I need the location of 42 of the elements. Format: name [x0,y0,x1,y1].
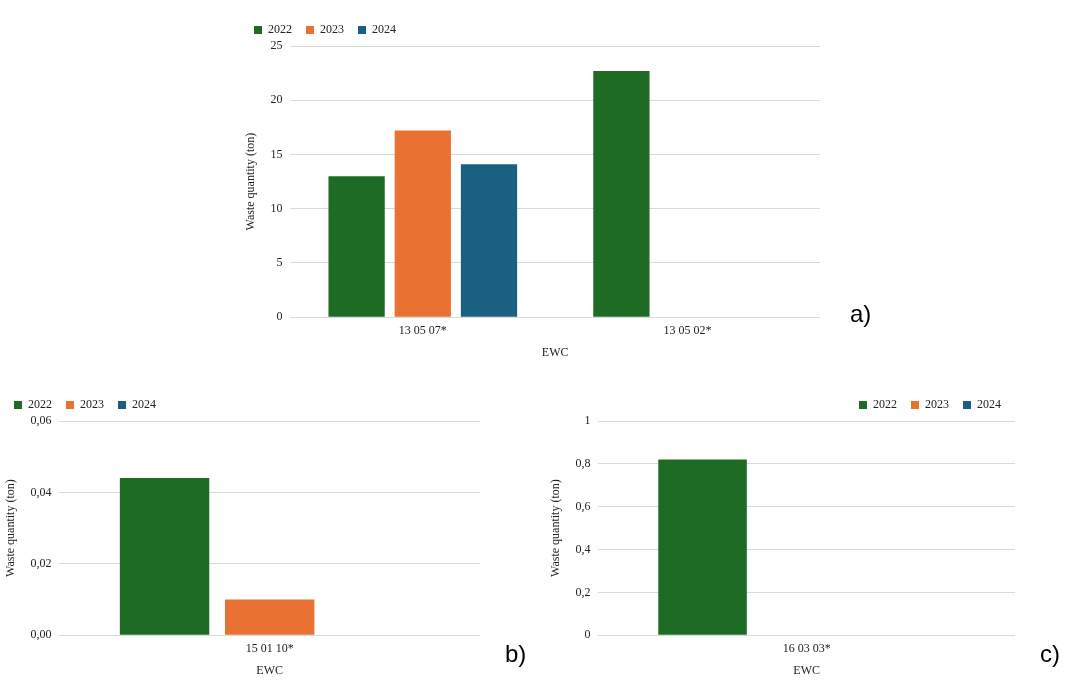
y-tick-label: 0,04 [30,484,52,499]
y-tick-label: 10 [270,200,283,215]
y-axis-title: Waste quantity (ton) [243,132,258,231]
x-axis-title: EWC [256,662,284,677]
legend-label: 2022 [268,22,292,37]
legend-label: 2023 [80,397,104,412]
text: a) [850,300,872,328]
text: c) [1040,640,1060,668]
y-tick-label: 0,2 [575,584,591,599]
legend-label: 2023 [320,22,344,37]
y-tick-label: 0,02 [30,555,52,570]
y-tick-label: 0,06 [30,413,52,428]
text: b) [505,640,527,668]
y-tick-label: 0,00 [30,627,52,642]
y-tick-label: 1 [584,413,591,428]
y-tick-label: 0,4 [575,541,591,556]
y-tick-label: 0 [276,309,283,324]
y-tick-label: 0,8 [575,456,591,470]
legend-label: 2023 [925,397,949,412]
y-tick-label: 15 [270,146,283,161]
x-tick-label: 13 05 02* [663,322,712,337]
y-tick-label: 20 [270,92,283,107]
x-tick-label: 16 03 03* [782,640,831,655]
legend-label: 2022 [873,397,897,412]
y-tick-label: 25 [270,38,283,53]
legend-label: 2024 [132,397,156,412]
legend-label: 2022 [28,397,52,412]
y-tick-label: 0,6 [575,498,591,513]
y-tick-label: 0 [584,627,591,642]
y-axis-title: Waste quantity (ton) [3,479,18,577]
x-tick-label: 15 01 10* [245,640,294,655]
bar [593,70,650,317]
x-axis-title: EWC [793,662,821,677]
legend-label: 2024 [977,397,1001,412]
bar [460,164,518,317]
y-tick-label: 5 [276,255,283,270]
x-axis-title: EWC [541,344,569,359]
x-tick-label: 13 05 07* [398,322,447,337]
bar [328,176,385,317]
legend-label: 2024 [372,22,396,37]
bar [394,130,451,317]
y-axis-title: Waste quantity (ton) [548,479,563,577]
